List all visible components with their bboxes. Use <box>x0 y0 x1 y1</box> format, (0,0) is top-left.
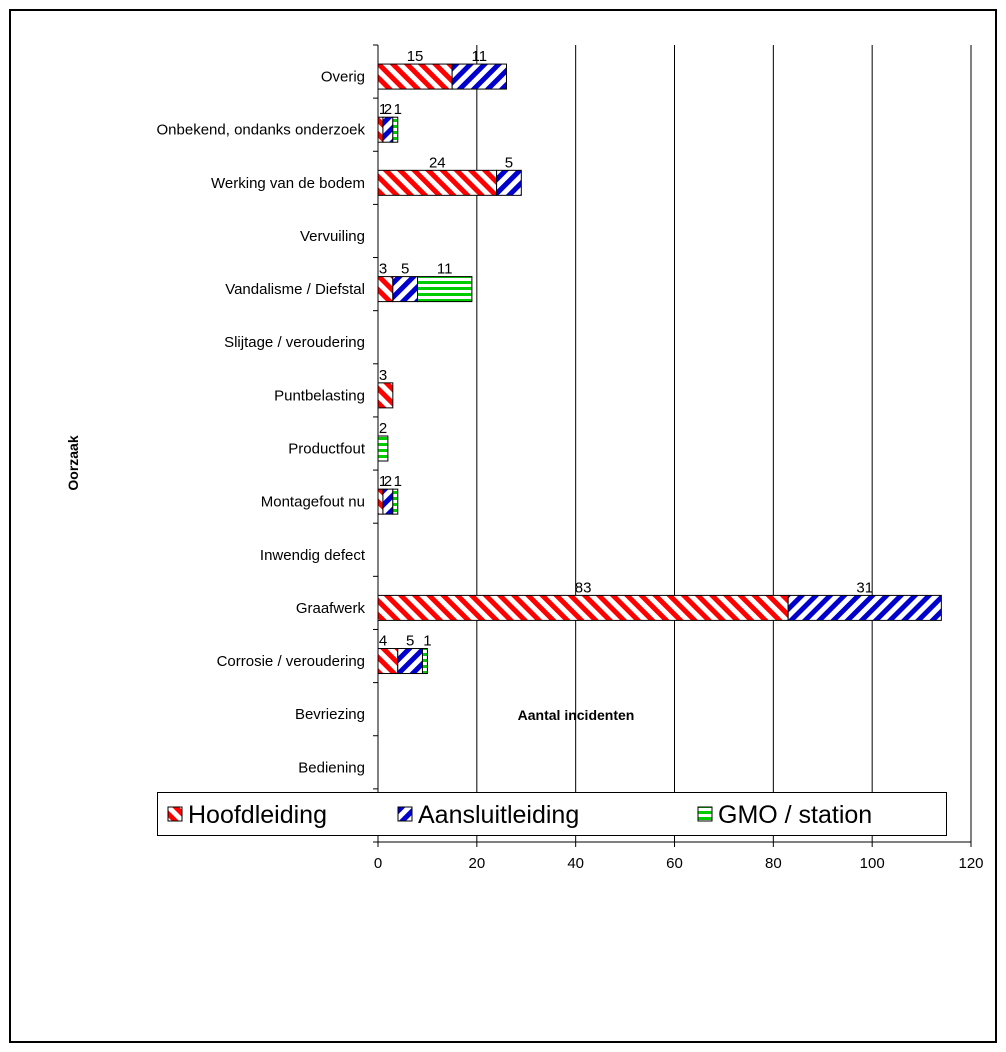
y-tick-label: Puntbelasting <box>274 387 365 404</box>
legend-label: Hoofdleiding <box>188 801 327 829</box>
y-tick-label: Montagefout nu <box>261 494 365 511</box>
x-tick-label: 80 <box>765 855 782 872</box>
labels-layer: 15111212453511321218331451321 <box>379 48 873 809</box>
x-tick-label: 60 <box>666 855 683 872</box>
chart-frame: 0 20 40 60 80 100 120 Overig Onbekend, ondanks o… <box>9 9 997 1043</box>
y-tick-label: Onbekend, ondanks onderzoek <box>157 122 366 139</box>
x-tick-label: 120 <box>958 855 983 872</box>
data-label: 15 <box>407 48 424 65</box>
y-tick-label: Graafwerk <box>296 600 366 617</box>
bar-segment <box>496 169 522 196</box>
bar-segment <box>377 488 384 515</box>
data-label: 2 <box>384 101 392 118</box>
bar-segment <box>421 648 428 675</box>
bar-segment <box>377 648 399 675</box>
x-tick-label: 100 <box>860 855 885 872</box>
y-tick-label: Werking van de bodem <box>211 175 365 192</box>
x-tick-label: 20 <box>468 855 485 872</box>
bar-segment <box>392 488 399 515</box>
legend-swatch <box>397 806 413 822</box>
bar-segment <box>377 435 389 462</box>
data-label: 1 <box>394 473 402 490</box>
data-label: 2 <box>384 473 392 490</box>
y-tick-label: Inwendig defect <box>260 547 366 564</box>
data-label: 83 <box>575 579 592 596</box>
bar-segment <box>392 276 419 303</box>
legend-entry: Aansluitleiding <box>397 801 579 829</box>
data-label: 5 <box>505 154 513 171</box>
chart-plot: 0 20 40 60 80 100 120 Overig Onbekend, ondanks o… <box>65 44 984 872</box>
legend-label: Aansluitleiding <box>418 801 579 829</box>
legend-entry: GMO / station <box>697 801 872 829</box>
y-tick-label: Vervuiling <box>300 228 365 245</box>
data-label: 5 <box>406 633 414 650</box>
bar-segment <box>377 169 498 196</box>
bar-segment <box>787 594 942 621</box>
data-label: 3 <box>379 261 387 278</box>
axis-layer: 0 20 40 60 80 100 120 Overig Onbekend, ondanks o… <box>157 44 984 872</box>
bar-segment <box>392 116 399 143</box>
bar-segment <box>377 276 394 303</box>
x-tick-label: 0 <box>374 855 382 872</box>
data-label: 4 <box>379 633 387 650</box>
y-tick-label: Corrosie / veroudering <box>217 653 365 670</box>
y-tick-label: Bediening <box>298 759 365 776</box>
data-label: 1 <box>379 473 387 490</box>
bar-segment <box>377 594 789 621</box>
y-tick-label: Vandalisme / Diefstal <box>225 281 365 298</box>
bar-segment <box>382 116 394 143</box>
bar-segment <box>451 63 507 90</box>
y-tick-label: Bevriezing <box>295 706 365 723</box>
bar-segment <box>417 276 473 303</box>
data-label: 11 <box>472 48 488 65</box>
bar-segment <box>377 63 453 90</box>
legend-swatch <box>167 806 183 822</box>
data-label: 1 <box>394 101 402 118</box>
legend-label: GMO / station <box>718 801 872 829</box>
bar-segment <box>377 382 394 409</box>
data-label: 11 <box>437 261 453 278</box>
bar-segment <box>382 488 394 515</box>
data-label: 3 <box>379 367 387 384</box>
data-label: 2 <box>379 420 387 437</box>
data-label: 24 <box>429 154 446 171</box>
legend-swatch <box>697 806 713 822</box>
legend: Hoofdleiding Aansluitleiding GMO / station <box>157 792 947 836</box>
legend-entry: Hoofdleiding <box>167 801 327 829</box>
bars-layer <box>377 63 942 834</box>
y-tick-label: Slijtage / veroudering <box>224 334 365 351</box>
data-label: 31 <box>856 579 873 596</box>
data-label: 1 <box>423 633 431 650</box>
grid-layer <box>476 45 972 842</box>
x-tick-label: 40 <box>567 855 584 872</box>
bar-segment <box>397 648 423 675</box>
x-axis-title: Aantal incidenten <box>518 707 635 723</box>
data-label: 5 <box>401 261 409 278</box>
bar-segment <box>377 116 384 143</box>
data-label: 1 <box>379 101 387 118</box>
y-tick-label: Overig <box>321 69 365 86</box>
y-axis-title: Oorzaak <box>65 435 81 490</box>
y-tick-label: Productfout <box>288 441 366 458</box>
